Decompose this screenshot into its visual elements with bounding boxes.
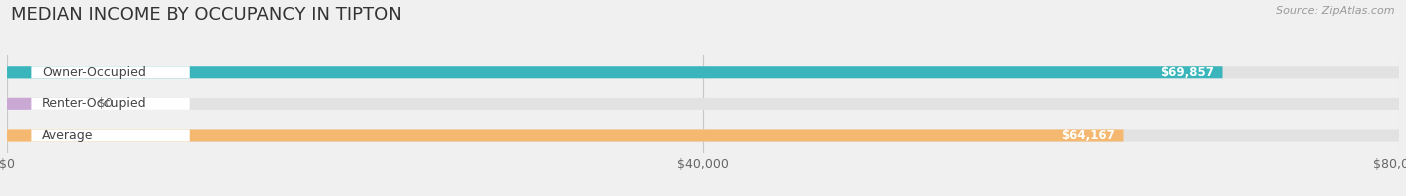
Text: MEDIAN INCOME BY OCCUPANCY IN TIPTON: MEDIAN INCOME BY OCCUPANCY IN TIPTON <box>11 6 402 24</box>
FancyBboxPatch shape <box>7 130 190 142</box>
FancyBboxPatch shape <box>7 130 1123 142</box>
FancyBboxPatch shape <box>7 66 31 78</box>
Text: Source: ZipAtlas.com: Source: ZipAtlas.com <box>1277 6 1395 16</box>
FancyBboxPatch shape <box>7 66 1399 78</box>
FancyBboxPatch shape <box>7 66 1222 78</box>
FancyBboxPatch shape <box>7 130 31 142</box>
FancyBboxPatch shape <box>7 98 31 110</box>
Text: Average: Average <box>42 129 93 142</box>
FancyBboxPatch shape <box>7 98 1399 110</box>
Text: Owner-Occupied: Owner-Occupied <box>42 66 146 79</box>
FancyBboxPatch shape <box>7 130 1399 142</box>
FancyBboxPatch shape <box>7 98 94 110</box>
FancyBboxPatch shape <box>7 98 190 110</box>
FancyBboxPatch shape <box>7 66 190 78</box>
Text: $69,857: $69,857 <box>1160 66 1213 79</box>
Text: $64,167: $64,167 <box>1062 129 1115 142</box>
Text: Renter-Occupied: Renter-Occupied <box>42 97 146 110</box>
Text: $0: $0 <box>97 97 112 110</box>
